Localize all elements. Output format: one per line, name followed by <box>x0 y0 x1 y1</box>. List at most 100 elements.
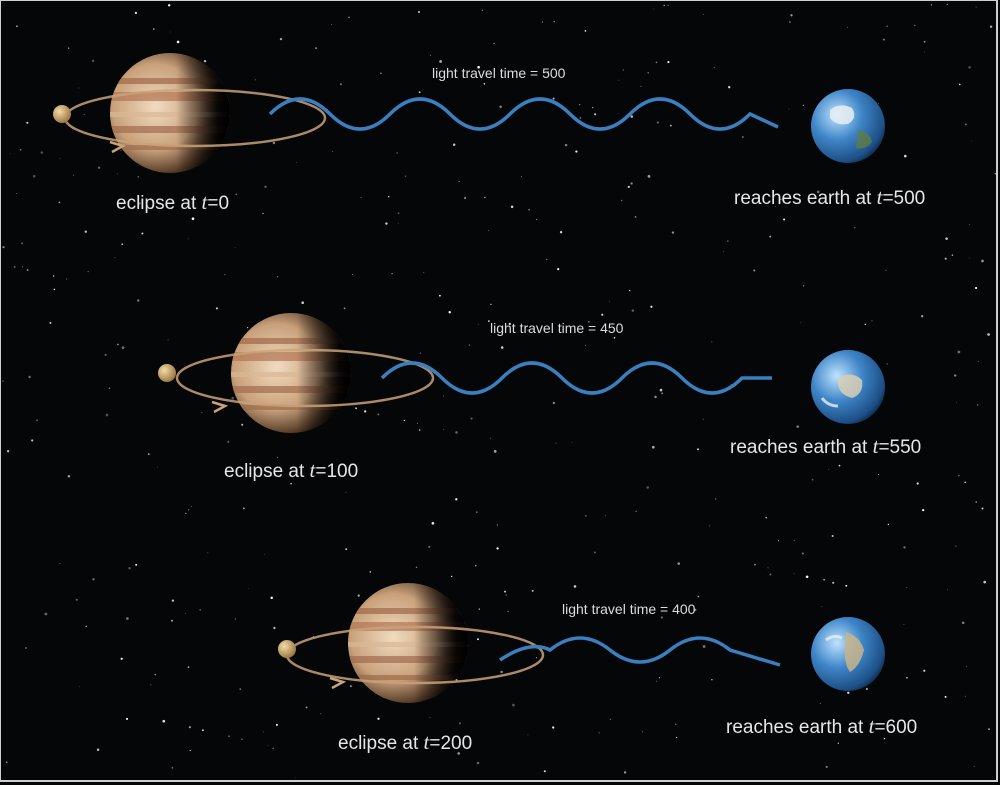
star <box>377 717 380 720</box>
star <box>994 172 997 175</box>
star <box>138 202 141 205</box>
star <box>754 564 756 566</box>
star <box>618 79 620 81</box>
star <box>847 26 848 28</box>
time-var: t <box>423 730 430 754</box>
star <box>234 618 236 620</box>
star <box>235 193 237 195</box>
star <box>15 192 17 194</box>
star <box>305 706 308 709</box>
star <box>463 196 467 200</box>
star <box>697 448 699 451</box>
star <box>527 734 529 736</box>
eclipse-prefix: eclipse at <box>224 461 310 482</box>
star <box>650 305 653 308</box>
star <box>357 594 360 597</box>
star <box>22 266 23 268</box>
star <box>964 481 967 484</box>
star <box>675 723 677 725</box>
star <box>956 401 958 403</box>
star <box>187 666 190 668</box>
star <box>348 16 350 18</box>
star <box>388 196 390 198</box>
eclipse-label-2: eclipse at t=100 <box>224 458 358 483</box>
star <box>891 443 893 445</box>
star <box>84 230 87 233</box>
star <box>630 182 633 185</box>
earth-prefix: reaches earth at <box>734 188 877 209</box>
star <box>58 201 61 204</box>
star <box>507 611 509 613</box>
star <box>653 8 654 10</box>
light-wave <box>380 361 772 395</box>
star <box>711 679 713 681</box>
star <box>345 548 348 551</box>
star <box>528 208 530 211</box>
star <box>845 584 848 587</box>
star <box>802 104 805 106</box>
star <box>816 190 820 194</box>
star <box>697 595 700 598</box>
star <box>906 676 908 679</box>
star <box>135 563 138 566</box>
star <box>49 321 52 324</box>
star <box>671 231 675 234</box>
star <box>171 619 173 622</box>
star <box>977 404 979 406</box>
light-travel-label-1: light travel time = 500 <box>432 65 566 81</box>
star <box>170 31 172 33</box>
star <box>339 83 342 86</box>
jupiter-icon <box>231 313 351 433</box>
star <box>987 333 990 336</box>
moon-icon <box>278 640 296 658</box>
star <box>715 498 717 500</box>
star <box>663 4 666 7</box>
star <box>903 546 906 549</box>
star <box>609 718 611 720</box>
star <box>605 514 607 516</box>
star <box>527 329 529 331</box>
star <box>404 175 407 177</box>
star <box>477 638 479 641</box>
star <box>19 148 22 151</box>
star <box>579 117 582 119</box>
star <box>176 40 180 44</box>
star <box>825 765 828 769</box>
star <box>944 257 947 260</box>
star <box>769 573 772 576</box>
star <box>162 719 166 723</box>
star <box>944 695 947 698</box>
star <box>981 507 984 510</box>
star <box>85 625 87 627</box>
earth-prefix: reaches earth at <box>726 717 869 738</box>
star <box>32 174 36 178</box>
star <box>805 575 809 579</box>
star <box>535 657 538 659</box>
star <box>53 288 56 291</box>
star <box>543 770 546 773</box>
star <box>418 11 420 13</box>
star <box>134 11 138 15</box>
star <box>975 286 978 290</box>
star <box>191 217 195 221</box>
star <box>958 475 960 477</box>
star <box>847 691 850 694</box>
star <box>53 275 55 277</box>
star <box>669 124 672 127</box>
star <box>21 242 24 245</box>
star <box>988 728 990 730</box>
time-var: t <box>309 458 316 482</box>
star <box>189 750 191 752</box>
star <box>416 422 418 424</box>
star <box>552 97 555 100</box>
star <box>958 83 961 86</box>
star <box>945 237 948 240</box>
star <box>59 158 61 160</box>
star <box>837 742 840 744</box>
star <box>631 309 635 312</box>
star <box>831 535 834 537</box>
star <box>708 525 710 527</box>
star <box>780 199 782 201</box>
star <box>667 4 669 6</box>
star <box>114 257 116 259</box>
